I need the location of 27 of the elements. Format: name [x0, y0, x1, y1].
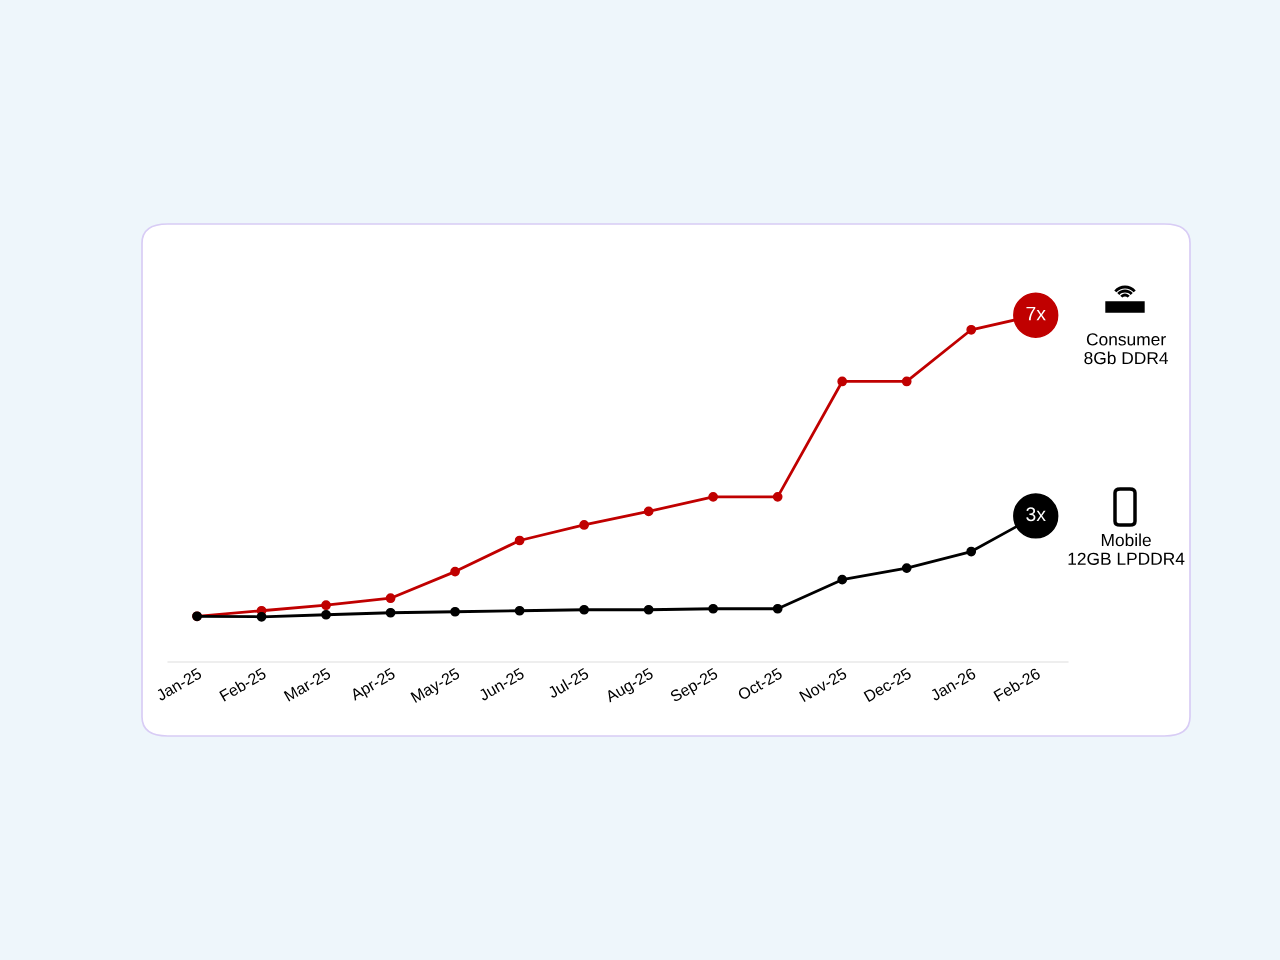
- point: [450, 606, 460, 617]
- point: [643, 604, 654, 615]
- data-label: 7x: [1026, 306, 1046, 321]
- point: [708, 603, 719, 614]
- point: [385, 593, 396, 604]
- point: [514, 535, 525, 546]
- point: [579, 604, 589, 615]
- point: [772, 491, 783, 502]
- point: [579, 520, 589, 530]
- point: [321, 609, 331, 620]
- point: [321, 600, 331, 611]
- point: [837, 574, 848, 585]
- point: [901, 563, 912, 573]
- point: [966, 546, 977, 557]
- series-label: Consumer 8Gb DDR4: [1084, 333, 1169, 365]
- data-label: 3x: [1026, 507, 1046, 522]
- point: [643, 506, 654, 517]
- point: [966, 324, 977, 335]
- point: [256, 611, 267, 622]
- point: [708, 491, 719, 502]
- point: [901, 376, 912, 387]
- point: [450, 566, 460, 577]
- point: [837, 376, 848, 387]
- point: [385, 607, 396, 618]
- legend-label: Mobile 12GB LPDDR4: [1068, 533, 1185, 565]
- point: [772, 603, 783, 614]
- point: [514, 605, 525, 616]
